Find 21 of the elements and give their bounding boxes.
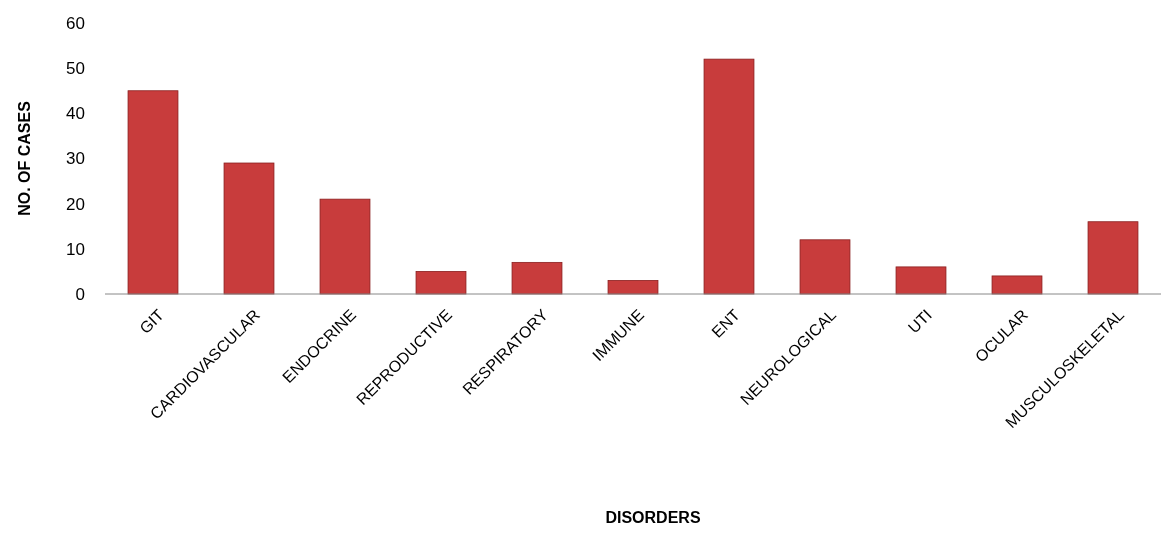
y-tick-label: 10 [66, 239, 85, 259]
bar [703, 58, 755, 295]
bar [511, 261, 563, 295]
bar [319, 198, 371, 295]
y-tick-label: 60 [66, 13, 85, 33]
bar [607, 280, 659, 295]
y-tick-label: 20 [66, 194, 85, 214]
bar [895, 266, 947, 295]
y-axis-title: NO. OF CASES [16, 100, 33, 216]
bar [127, 90, 179, 295]
x-tick-label: UTI [904, 306, 936, 337]
bar [223, 162, 275, 295]
bar [415, 271, 467, 295]
y-tick-label: 40 [66, 104, 85, 124]
y-tick-label: 0 [75, 284, 85, 304]
y-tick-label: 50 [66, 59, 85, 79]
bar [991, 275, 1043, 295]
bar [799, 239, 851, 295]
y-tick-label: 30 [66, 149, 85, 169]
x-axis-title: DISORDERS [605, 509, 701, 526]
bar [1087, 221, 1139, 295]
